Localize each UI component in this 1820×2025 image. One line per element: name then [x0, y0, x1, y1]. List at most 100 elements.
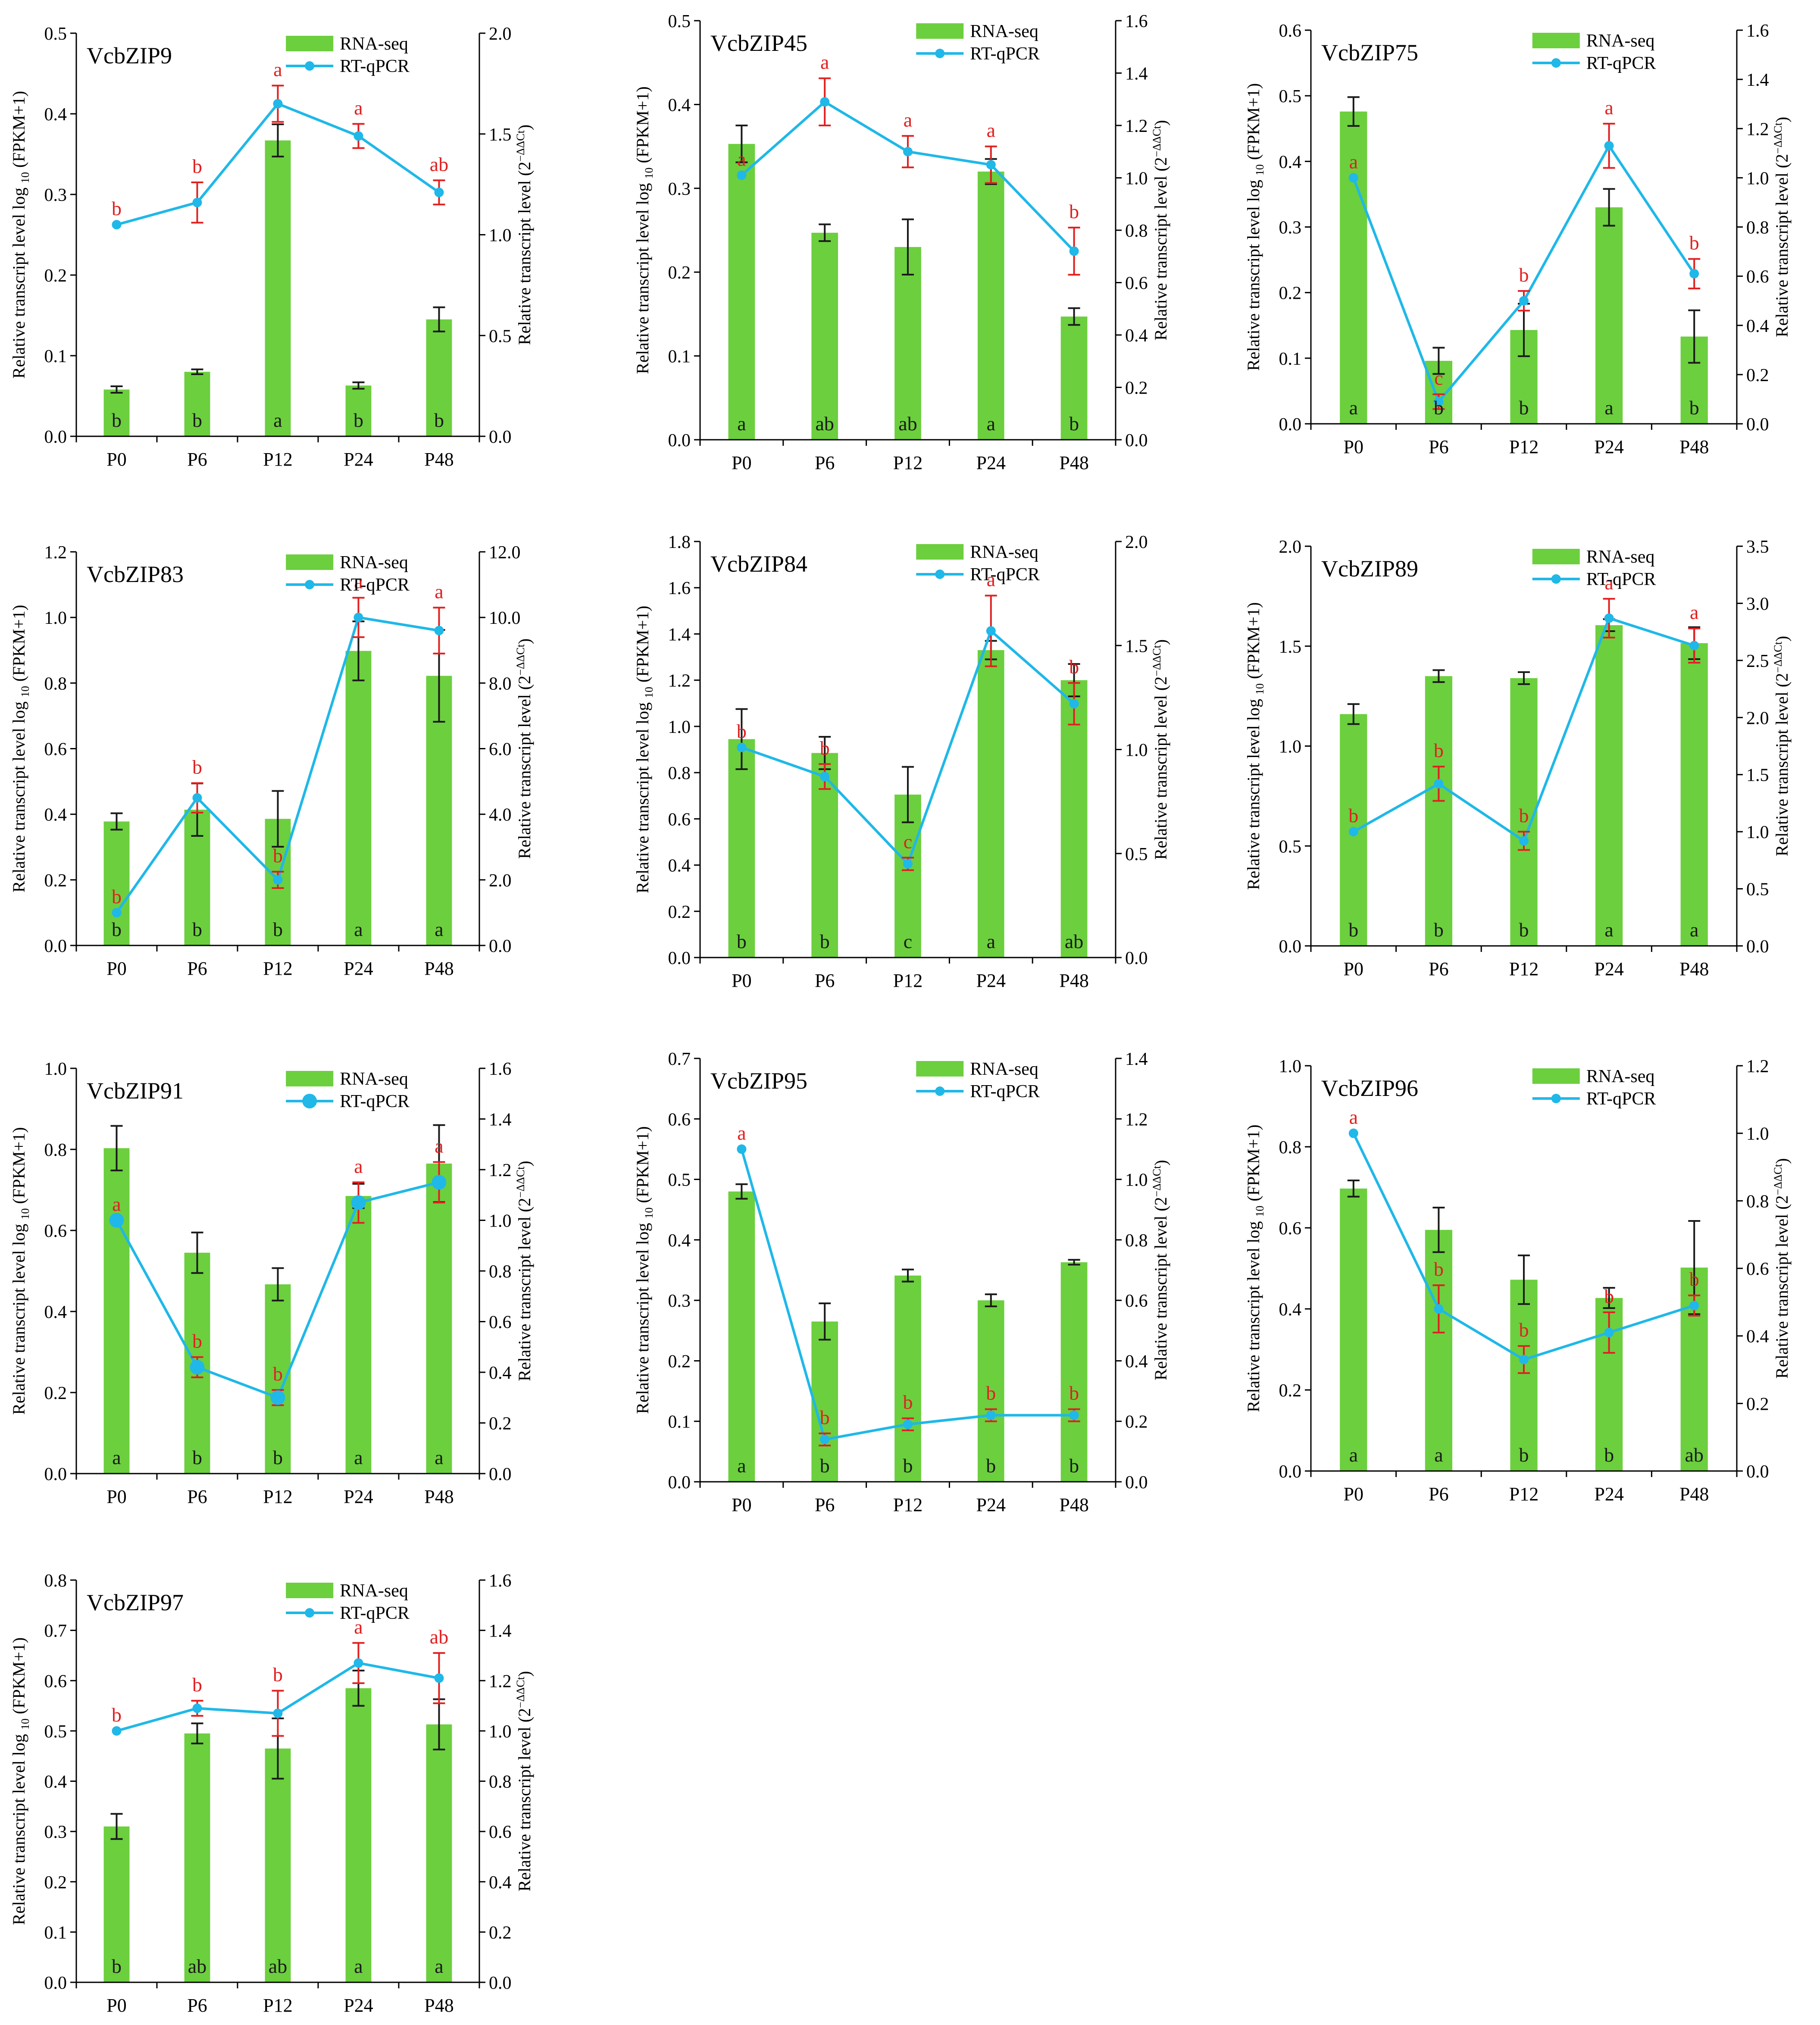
- qpcr-letter: b: [1069, 1382, 1079, 1404]
- left-y-tick-label: 1.2: [668, 671, 691, 691]
- x-tick-label: P12: [893, 452, 923, 473]
- rna-bar: [345, 385, 372, 436]
- x-tick-label: P0: [1344, 436, 1363, 457]
- legend-rna-swatch: [286, 1583, 334, 1598]
- left-y-tick-label: 0.0: [668, 431, 691, 451]
- rna-bar: [977, 1300, 1004, 1482]
- x-tick-label: P24: [344, 449, 373, 470]
- right-y-tick-label: 0.0: [489, 1465, 512, 1484]
- left-y-tick-label: 1.4: [668, 625, 691, 645]
- x-tick-label: P48: [424, 958, 453, 979]
- left-axis-label-prefix: Relative transcript level log: [633, 698, 652, 893]
- left-axis-label-subscript: 10: [643, 1207, 655, 1218]
- left-y-tick-label: 0.3: [44, 185, 67, 205]
- left-axis-label-suffix: (FPKM+1): [9, 605, 28, 686]
- x-tick-label: P0: [106, 958, 126, 979]
- rna-bar: [811, 232, 838, 440]
- chart-title: VcbZIP83: [87, 561, 184, 587]
- left-y-tick-label: 0.4: [44, 105, 67, 125]
- x-tick-label: P24: [976, 1494, 1006, 1515]
- right-y-tick-label: 0.8: [1746, 218, 1769, 238]
- left-y-tick-label: 0.3: [668, 1291, 691, 1311]
- right-y-tick-label: 8.0: [489, 674, 512, 694]
- x-tick-label: P0: [106, 1486, 126, 1507]
- right-axis-label-suffix: ): [1772, 1158, 1792, 1164]
- qpcr-letter: a: [1604, 97, 1613, 119]
- left-y-tick-label: 0.5: [668, 12, 691, 31]
- rna-bar: [894, 247, 921, 440]
- rna-bar: [103, 1148, 130, 1474]
- x-tick-label: P12: [263, 449, 292, 470]
- qpcr-point: [903, 859, 913, 869]
- qpcr-point: [192, 1703, 202, 1713]
- rna-bar: [1510, 1280, 1538, 1471]
- right-axis-label-suffix: ): [1151, 120, 1170, 125]
- left-y-tick-label: 1.5: [1279, 637, 1302, 657]
- rna-letter: ab: [898, 413, 917, 435]
- rna-bar: [728, 1191, 755, 1482]
- right-y-tick-label: 1.0: [1125, 169, 1148, 189]
- qpcr-letter: b: [820, 737, 830, 759]
- left-y-tick-label: 0.3: [1279, 218, 1302, 238]
- right-axis-label-prefix: Relative transcript level (2: [515, 676, 534, 859]
- qpcr-point: [737, 170, 747, 180]
- right-y-tick-label: 0.2: [1746, 366, 1769, 385]
- right-axis-label-suffix: ): [1151, 639, 1170, 645]
- right-axis-label-prefix: Relative transcript level (2: [515, 1708, 534, 1891]
- qpcr-point: [1604, 1327, 1614, 1337]
- x-tick-label: P24: [1594, 436, 1623, 457]
- right-y-tick-label: 0.5: [489, 326, 512, 346]
- qpcr-letter: c: [904, 830, 912, 852]
- right-y-tick-label: 1.4: [1746, 70, 1769, 90]
- left-axis-label-subscript: 10: [1254, 164, 1266, 175]
- qpcr-letter: b: [986, 1382, 996, 1404]
- right-y-tick-label: 3.0: [1746, 594, 1769, 614]
- right-axis-label: Relative transcript level (2−ΔΔCt): [1151, 1160, 1170, 1380]
- qpcr-point: [432, 1175, 447, 1190]
- legend-qpcr-marker: [935, 570, 945, 579]
- legend-rna-label: RNA-seq: [340, 553, 408, 573]
- qpcr-point: [737, 1144, 747, 1154]
- right-y-tick-label: 0.0: [489, 936, 512, 956]
- right-axis-label-prefix: Relative transcript level (2: [1772, 154, 1792, 337]
- qpcr-letter: a: [737, 1122, 746, 1144]
- left-y-tick-label: 0.2: [1279, 284, 1302, 304]
- qpcr-point: [903, 147, 913, 156]
- qpcr-letter: ab: [430, 1626, 448, 1648]
- left-y-tick-label: 0.1: [1279, 349, 1302, 369]
- rna-letter: b: [1519, 397, 1529, 419]
- rna-letter: b: [273, 1446, 283, 1468]
- left-y-tick-label: 1.0: [668, 717, 691, 737]
- right-axis-label-superscript: −ΔΔCt: [514, 1166, 527, 1198]
- x-tick-label: P6: [815, 970, 835, 991]
- rna-letter: b: [1689, 397, 1699, 419]
- left-y-tick-label: 0.8: [44, 1571, 67, 1591]
- x-tick-label: P48: [424, 1486, 453, 1507]
- qpcr-point: [1604, 141, 1614, 151]
- left-y-tick-label: 0.0: [1279, 1462, 1302, 1482]
- rna-letter: a: [1604, 397, 1613, 419]
- rna-letter: b: [112, 918, 122, 940]
- qpcr-letter: b: [1519, 1319, 1529, 1341]
- qpcr-letter: b: [273, 1363, 283, 1385]
- rna-letter: ab: [188, 1955, 206, 1977]
- qpcr-point: [273, 875, 283, 885]
- left-y-tick-label: 0.7: [668, 1049, 691, 1069]
- right-y-tick-label: 1.2: [489, 1161, 512, 1180]
- legend-rna-swatch: [1532, 549, 1580, 564]
- right-y-tick-label: 1.6: [1746, 21, 1769, 41]
- left-axis-label-suffix: (FPKM+1): [633, 606, 652, 687]
- rna-bar: [184, 372, 210, 436]
- right-y-tick-label: 2.0: [489, 24, 512, 44]
- qpcr-letter: b: [192, 756, 202, 778]
- left-y-tick-label: 0.6: [44, 740, 67, 760]
- rna-letter: a: [1349, 397, 1358, 419]
- rna-letter: b: [112, 1955, 122, 1977]
- qpcr-point: [1604, 613, 1614, 623]
- x-tick-label: P48: [1059, 970, 1088, 991]
- qpcr-letter: b: [1434, 1258, 1444, 1280]
- x-tick-label: P0: [1344, 958, 1363, 980]
- qpcr-point: [434, 188, 444, 197]
